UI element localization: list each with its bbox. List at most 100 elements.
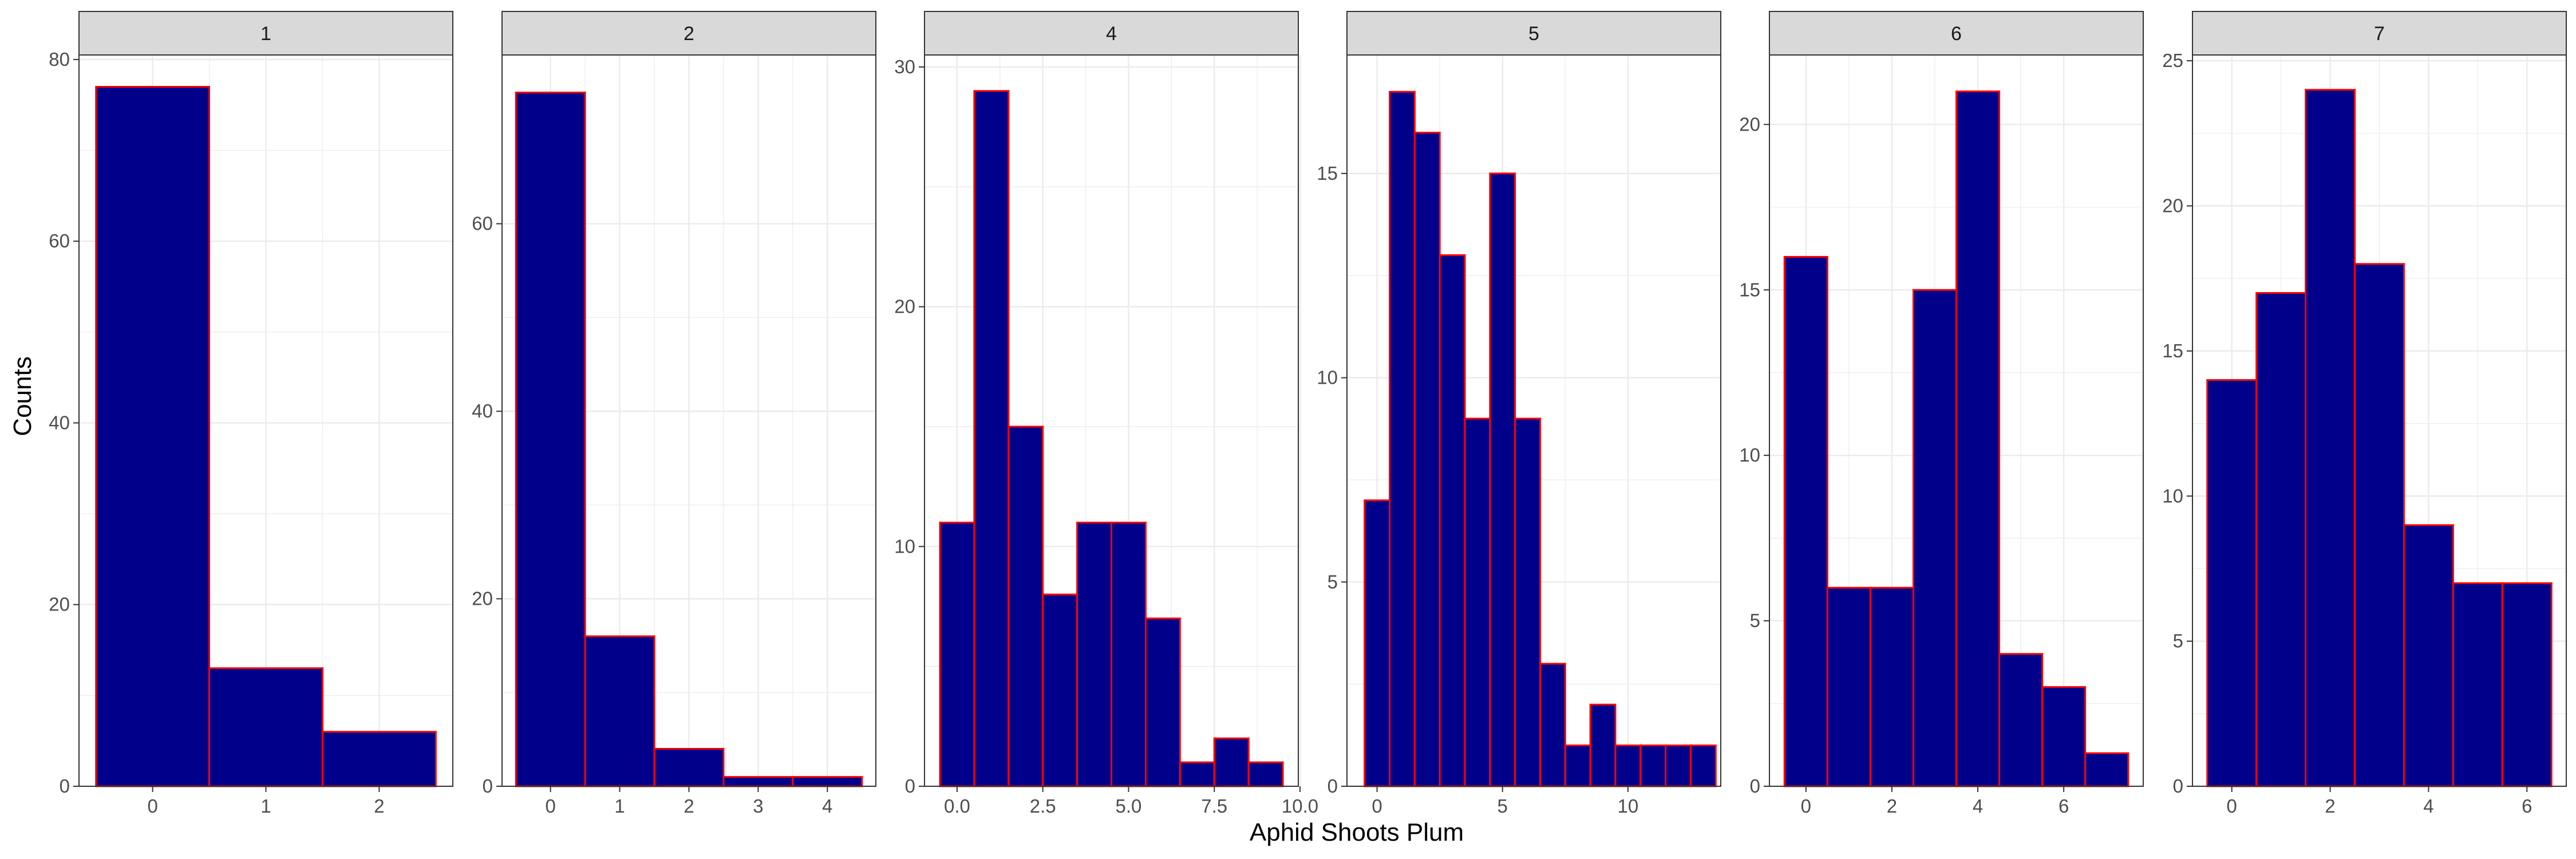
bar-bin-12 — [1665, 744, 1692, 787]
bar-bin-0 — [2206, 379, 2258, 787]
facet-strip — [2192, 11, 2567, 56]
facet-panel-6: 6 0 2 4 6 0 5 10 15 20 — [1739, 11, 2144, 817]
facet-strip — [924, 11, 1299, 56]
facet-strip-label: 6 — [1951, 23, 1962, 45]
histogram-bars — [95, 86, 437, 787]
x-tick-label: 2 — [1887, 795, 1897, 817]
x-tick-label: 4 — [2423, 795, 2433, 817]
y-tick-label: 0 — [1750, 775, 1760, 797]
bar-bin-1 — [973, 90, 1010, 787]
bar-bin-5 — [1489, 172, 1516, 787]
bar-bin-2 — [321, 731, 437, 787]
bar-bin-3 — [1912, 289, 1958, 787]
bar-bin-5 — [1998, 653, 2044, 787]
bar-bin-2 — [1869, 586, 1914, 787]
x-tick-label: 0 — [545, 795, 555, 817]
panel-border — [2192, 54, 2567, 787]
bar-bin-4 — [2403, 524, 2454, 787]
bar-bin-2 — [1413, 132, 1441, 787]
y-tick-label: 15 — [1739, 279, 1760, 300]
bar-bin-5 — [1111, 521, 1147, 787]
x-tick-label: 0 — [1801, 795, 1811, 817]
y-tick-label: 5 — [2173, 631, 2183, 652]
y-tick-label: 0 — [60, 775, 70, 797]
bar-bin-8 — [1564, 744, 1591, 787]
panel-border — [1769, 54, 2144, 787]
x-tick-label: 1 — [614, 795, 625, 817]
x-tick-label: 2.5 — [1030, 795, 1056, 817]
y-tick-label: 0 — [483, 775, 493, 797]
facet-strip-label: 2 — [683, 23, 694, 45]
y-tick-label: 0 — [1327, 775, 1338, 797]
bar-bin-9 — [1247, 761, 1284, 787]
y-tick-label: 5 — [1750, 610, 1760, 631]
bar-bin-0 — [1783, 255, 1828, 787]
histogram-bars — [515, 91, 863, 787]
y-tick-label: 20 — [472, 588, 493, 609]
x-axis-title: Aphid Shoots Plum — [1250, 818, 1464, 846]
bar-bin-1 — [584, 635, 655, 787]
x-tick-label: 3 — [753, 795, 763, 817]
facet-panel-5: 5 0 5 10 0 5 10 15 — [1317, 11, 1721, 817]
y-tick-label: 15 — [1317, 163, 1338, 184]
y-tick-label: 10 — [894, 535, 915, 557]
y-tick-label: 25 — [2162, 50, 2183, 71]
y-tick-label: 40 — [49, 412, 70, 433]
bar-bin-1 — [208, 667, 323, 787]
bar-bin-4 — [1076, 521, 1113, 787]
x-tick-label: 10 — [1617, 795, 1638, 817]
bar-bin-0 — [95, 86, 211, 787]
bar-bin-3 — [722, 776, 794, 787]
bar-bin-3 — [2354, 263, 2405, 787]
x-tick-label: 5 — [1498, 795, 1508, 817]
y-tick-label: 20 — [49, 594, 70, 615]
bar-bin-6 — [2501, 582, 2553, 787]
x-tick-label: 0 — [1372, 795, 1382, 817]
facet-strip-label: 7 — [2374, 23, 2385, 45]
bar-bin-4 — [1464, 417, 1491, 787]
y-tick-label: 30 — [894, 56, 915, 77]
y-tick-label: 0 — [2173, 775, 2183, 797]
y-tick-label: 20 — [1739, 113, 1760, 135]
bar-bin-1 — [1389, 90, 1416, 787]
x-tick-label: 0 — [2227, 795, 2237, 817]
bar-bin-2 — [1008, 425, 1044, 787]
bar-bin-6 — [1144, 617, 1181, 787]
x-tick-label: 2 — [2325, 795, 2335, 817]
bar-bin-11 — [1639, 744, 1667, 787]
bar-bin-4 — [1955, 90, 2001, 787]
bar-bin-1 — [1826, 586, 1871, 787]
bar-bin-8 — [1213, 737, 1250, 787]
x-tick-label: 10.0 — [1282, 795, 1318, 817]
x-tick-label: 6 — [2059, 795, 2069, 817]
facet-strip-label: 1 — [260, 23, 271, 45]
y-tick-label: 10 — [2162, 485, 2183, 506]
bar-bin-3 — [1042, 593, 1078, 787]
x-tick-label: 2 — [374, 795, 384, 817]
bar-bin-6 — [2041, 686, 2087, 787]
x-tick-label: 4 — [1973, 795, 1983, 817]
x-tick-label: 2 — [683, 795, 694, 817]
bar-bin-0 — [939, 521, 975, 787]
y-tick-label: 40 — [472, 400, 493, 421]
x-tick-label: 1 — [260, 795, 271, 817]
bar-bin-3 — [1439, 254, 1466, 787]
facet-panel-7: 7 0 2 4 6 0 5 10 15 20 25 — [2162, 11, 2567, 817]
facet-strip-label: 5 — [1528, 23, 1539, 45]
histogram-bars — [2206, 89, 2553, 787]
y-tick-label: 60 — [49, 230, 70, 251]
y-tick-label: 5 — [1327, 571, 1338, 592]
x-tick-label: 0.0 — [944, 795, 970, 817]
y-tick-label: 10 — [1317, 367, 1338, 388]
x-tick-label: 4 — [822, 795, 832, 817]
y-tick-label: 10 — [1739, 444, 1760, 466]
x-tick-label: 5.0 — [1116, 795, 1142, 817]
panel-border — [1346, 54, 1721, 787]
y-tick-label: 80 — [49, 49, 70, 70]
bar-bin-2 — [653, 748, 725, 787]
y-tick-label: 60 — [472, 213, 493, 234]
y-tick-label: 0 — [905, 775, 915, 797]
